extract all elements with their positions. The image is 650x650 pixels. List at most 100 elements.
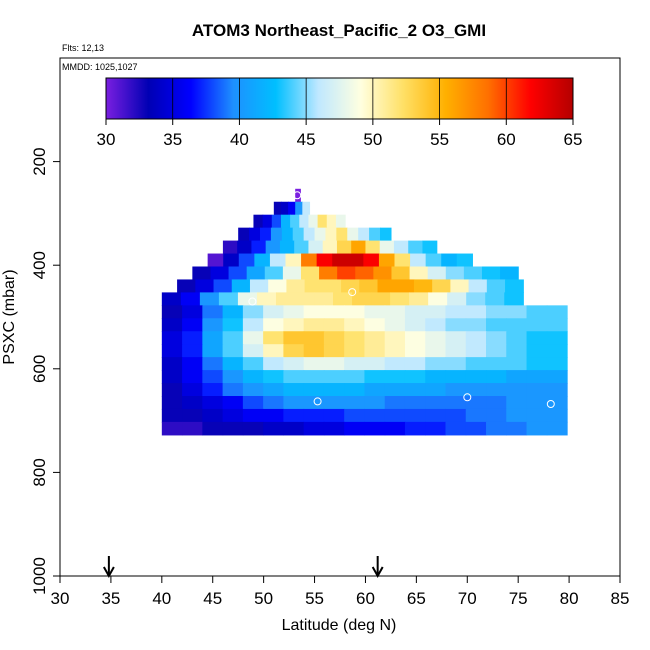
heatmap-cell — [546, 383, 568, 397]
heatmap-cell — [323, 318, 345, 332]
heatmap-cell — [486, 396, 507, 410]
heatmap-cell — [303, 408, 325, 423]
colorbar-tick-label: 60 — [497, 130, 516, 149]
heatmap-cell — [344, 357, 366, 371]
heatmap-cell — [283, 408, 305, 423]
heatmap-cell — [161, 292, 182, 306]
heatmap-cell — [465, 305, 487, 319]
heatmap-cell — [486, 421, 507, 436]
heatmap-cell — [526, 408, 548, 423]
heatmap-cell — [344, 396, 366, 410]
heatmap-cell — [202, 383, 224, 397]
heatmap-cell — [222, 357, 244, 371]
x-tick-label: 75 — [509, 589, 528, 608]
heatmap-cell — [445, 318, 467, 332]
colorbar-tick-label: 40 — [230, 130, 249, 149]
heatmap-cell — [333, 292, 353, 306]
heatmap-cell — [432, 279, 451, 293]
heatmap-cell — [192, 266, 212, 281]
heatmap-cell — [280, 201, 289, 216]
x-tick-label: 45 — [203, 589, 222, 608]
heatmap-cell — [445, 331, 467, 345]
heatmap-cell — [445, 305, 467, 319]
x-tick-label: 80 — [560, 589, 579, 608]
heatmap-cell — [425, 408, 447, 423]
heatmap-cell — [465, 318, 487, 332]
heatmap-cell — [369, 227, 381, 242]
heatmap-cell — [242, 396, 264, 410]
heatmap-cell — [404, 408, 426, 423]
heatmap-cell — [380, 227, 392, 242]
heatmap-cell — [404, 318, 426, 332]
x-tick-label: 70 — [458, 589, 477, 608]
heatmap-cell — [161, 383, 183, 397]
heatmap-cell — [182, 344, 203, 358]
heatmap-cell — [323, 305, 345, 319]
heatmap-cell — [404, 357, 426, 371]
heatmap-cell — [292, 227, 305, 242]
heatmap-cell — [322, 279, 342, 293]
heatmap-cell — [391, 266, 411, 281]
heatmap-cell — [344, 344, 366, 358]
colorbar-tick-label: 55 — [430, 130, 449, 149]
y-tick-label: 400 — [30, 251, 49, 279]
heatmap-cell — [425, 305, 447, 319]
heatmap-cell — [207, 253, 224, 268]
heatmap-cell — [301, 253, 318, 268]
heatmap-cell — [202, 421, 224, 436]
heatmap-cell — [253, 214, 264, 229]
heatmap-cell — [283, 305, 305, 319]
heatmap-cell — [425, 331, 447, 345]
heatmap-cell — [379, 240, 395, 255]
heatmap-cell — [263, 421, 284, 436]
heatmap-cell — [506, 305, 528, 319]
arrow-marker — [102, 556, 115, 579]
heatmap-cell — [242, 370, 264, 384]
heatmap-cell — [202, 305, 224, 319]
heatmap-cell — [323, 421, 345, 436]
heatmap-cell — [364, 305, 386, 319]
sample-marker — [463, 393, 472, 402]
heatmap-cell — [425, 383, 447, 397]
heatmap-cells — [161, 188, 568, 436]
colorbar-tick-label: 35 — [163, 130, 182, 149]
heatmap-cell — [486, 408, 507, 423]
heatmap-cell — [308, 240, 324, 255]
x-tick-label: 85 — [611, 589, 630, 608]
sample-marker — [554, 566, 563, 575]
heatmap-cell — [390, 292, 410, 306]
heatmap-cell — [304, 279, 324, 293]
heatmap-cell — [404, 383, 426, 397]
heatmap-cell — [283, 344, 305, 358]
sample-marker — [339, 566, 348, 575]
heatmap-cell — [378, 253, 396, 268]
heatmap-cell — [465, 383, 487, 397]
x-tick-label: 50 — [254, 589, 273, 608]
heatmap-cell — [303, 370, 325, 384]
heatmap-cell — [303, 227, 316, 242]
heatmap-cell — [546, 344, 568, 358]
colorbar-tick-label: 65 — [564, 130, 583, 149]
colorbar-tick-label: 45 — [297, 130, 316, 149]
heatmap-cell — [199, 292, 220, 306]
arrow-marker — [371, 556, 384, 579]
sample-marker — [262, 554, 271, 563]
heatmap-cell — [182, 370, 203, 384]
heatmap-cell — [283, 396, 305, 410]
heatmap-cell — [161, 344, 183, 358]
sample-marker — [546, 400, 555, 408]
heatmap-cell — [335, 214, 346, 229]
heatmap-cell — [445, 396, 467, 410]
colorbar-tick-label: 30 — [97, 130, 116, 149]
heatmap-cell — [308, 214, 319, 229]
heatmap-cell — [182, 396, 203, 410]
heatmap-cell — [161, 370, 183, 384]
heatmap-cell — [526, 318, 548, 332]
heatmap-cell — [262, 214, 273, 229]
heatmap-cell — [180, 292, 201, 306]
heatmap-cell — [364, 344, 386, 358]
heatmap-cell — [294, 292, 315, 306]
sample-marker — [155, 507, 164, 516]
heatmap-cell — [303, 344, 325, 358]
colorbar: 30 35 40 45 50 55 60 65 — [97, 77, 583, 149]
